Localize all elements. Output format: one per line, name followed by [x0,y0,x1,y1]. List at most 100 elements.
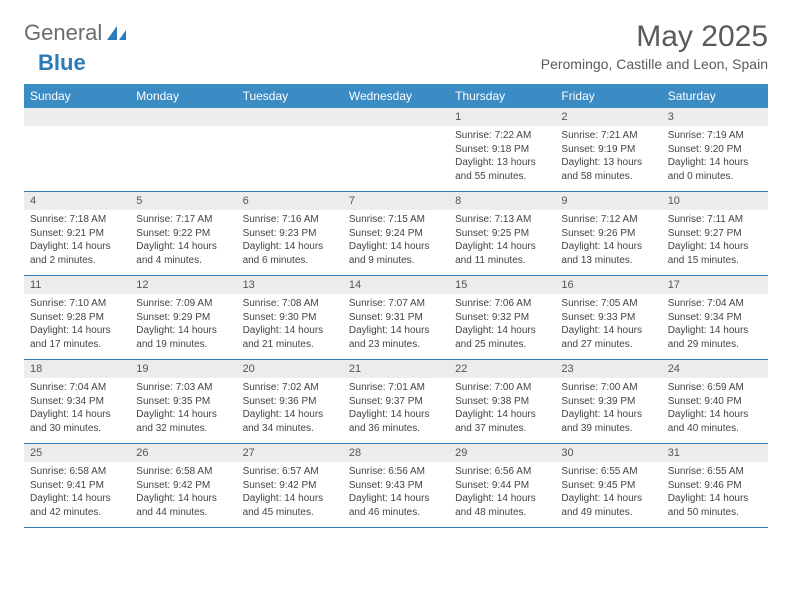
calendar-cell: 23Sunrise: 7:00 AMSunset: 9:39 PMDayligh… [555,360,661,444]
sunset-line: Sunset: 9:32 PM [455,311,549,325]
sunrise-line: Sunrise: 7:13 AM [455,213,549,227]
sunset-line: Sunset: 9:40 PM [668,395,762,409]
day-number: 20 [237,360,343,378]
sunset-line: Sunset: 9:34 PM [668,311,762,325]
daylight-line: Daylight: 14 hours and 21 minutes. [243,324,337,351]
day-number [343,108,449,126]
sunrise-line: Sunrise: 6:56 AM [455,465,549,479]
calendar-cell: 30Sunrise: 6:55 AMSunset: 9:45 PMDayligh… [555,444,661,528]
day-number: 8 [449,192,555,210]
calendar-cell: 10Sunrise: 7:11 AMSunset: 9:27 PMDayligh… [662,192,768,276]
calendar-week-row: 18Sunrise: 7:04 AMSunset: 9:34 PMDayligh… [24,360,768,444]
day-data: Sunrise: 7:07 AMSunset: 9:31 PMDaylight:… [343,294,449,359]
sunrise-line: Sunrise: 7:10 AM [30,297,124,311]
sunrise-line: Sunrise: 7:00 AM [561,381,655,395]
day-number: 27 [237,444,343,462]
day-number: 4 [24,192,130,210]
day-data [237,126,343,184]
calendar-body: 1Sunrise: 7:22 AMSunset: 9:18 PMDaylight… [24,108,768,528]
day-data: Sunrise: 7:08 AMSunset: 9:30 PMDaylight:… [237,294,343,359]
calendar-cell: 5Sunrise: 7:17 AMSunset: 9:22 PMDaylight… [130,192,236,276]
calendar-cell: 3Sunrise: 7:19 AMSunset: 9:20 PMDaylight… [662,108,768,192]
sunrise-line: Sunrise: 7:00 AM [455,381,549,395]
sunrise-line: Sunrise: 7:04 AM [30,381,124,395]
calendar-cell: 21Sunrise: 7:01 AMSunset: 9:37 PMDayligh… [343,360,449,444]
sunset-line: Sunset: 9:38 PM [455,395,549,409]
day-number: 14 [343,276,449,294]
sunset-line: Sunset: 9:28 PM [30,311,124,325]
title-block: May 2025 Peromingo, Castille and Leon, S… [541,20,768,72]
daylight-line: Daylight: 14 hours and 11 minutes. [455,240,549,267]
day-data: Sunrise: 7:05 AMSunset: 9:33 PMDaylight:… [555,294,661,359]
day-number: 30 [555,444,661,462]
daylight-line: Daylight: 14 hours and 0 minutes. [668,156,762,183]
daylight-line: Daylight: 13 hours and 58 minutes. [561,156,655,183]
calendar-week-row: 11Sunrise: 7:10 AMSunset: 9:28 PMDayligh… [24,276,768,360]
sunset-line: Sunset: 9:23 PM [243,227,337,241]
day-data: Sunrise: 7:09 AMSunset: 9:29 PMDaylight:… [130,294,236,359]
calendar-cell: 29Sunrise: 6:56 AMSunset: 9:44 PMDayligh… [449,444,555,528]
day-data: Sunrise: 7:00 AMSunset: 9:39 PMDaylight:… [555,378,661,443]
sunrise-line: Sunrise: 7:08 AM [243,297,337,311]
day-data [343,126,449,184]
calendar-cell: 25Sunrise: 6:58 AMSunset: 9:41 PMDayligh… [24,444,130,528]
calendar-cell [237,108,343,192]
day-number: 21 [343,360,449,378]
day-number: 5 [130,192,236,210]
day-number [24,108,130,126]
day-header: Saturday [662,84,768,108]
sunrise-line: Sunrise: 6:59 AM [668,381,762,395]
calendar-cell [24,108,130,192]
day-header: Sunday [24,84,130,108]
day-number: 1 [449,108,555,126]
sunrise-line: Sunrise: 7:22 AM [455,129,549,143]
day-header: Wednesday [343,84,449,108]
day-number: 6 [237,192,343,210]
sunrise-line: Sunrise: 7:06 AM [455,297,549,311]
day-number: 28 [343,444,449,462]
calendar-cell: 26Sunrise: 6:58 AMSunset: 9:42 PMDayligh… [130,444,236,528]
day-number: 25 [24,444,130,462]
day-number [237,108,343,126]
daylight-line: Daylight: 14 hours and 37 minutes. [455,408,549,435]
day-data: Sunrise: 7:22 AMSunset: 9:18 PMDaylight:… [449,126,555,191]
sunset-line: Sunset: 9:36 PM [243,395,337,409]
daylight-line: Daylight: 14 hours and 17 minutes. [30,324,124,351]
daylight-line: Daylight: 14 hours and 29 minutes. [668,324,762,351]
calendar-cell: 15Sunrise: 7:06 AMSunset: 9:32 PMDayligh… [449,276,555,360]
calendar-week-row: 1Sunrise: 7:22 AMSunset: 9:18 PMDaylight… [24,108,768,192]
sunrise-line: Sunrise: 6:57 AM [243,465,337,479]
month-title: May 2025 [541,20,768,54]
day-data: Sunrise: 7:04 AMSunset: 9:34 PMDaylight:… [24,378,130,443]
day-data: Sunrise: 7:03 AMSunset: 9:35 PMDaylight:… [130,378,236,443]
daylight-line: Daylight: 14 hours and 40 minutes. [668,408,762,435]
day-data: Sunrise: 6:59 AMSunset: 9:40 PMDaylight:… [662,378,768,443]
daylight-line: Daylight: 14 hours and 45 minutes. [243,492,337,519]
daylight-line: Daylight: 14 hours and 32 minutes. [136,408,230,435]
day-data: Sunrise: 6:55 AMSunset: 9:46 PMDaylight:… [662,462,768,527]
sunset-line: Sunset: 9:34 PM [30,395,124,409]
day-number: 11 [24,276,130,294]
sunset-line: Sunset: 9:43 PM [349,479,443,493]
calendar-cell [130,108,236,192]
sunset-line: Sunset: 9:46 PM [668,479,762,493]
sunrise-line: Sunrise: 7:03 AM [136,381,230,395]
calendar-cell: 27Sunrise: 6:57 AMSunset: 9:42 PMDayligh… [237,444,343,528]
daylight-line: Daylight: 14 hours and 39 minutes. [561,408,655,435]
day-number: 12 [130,276,236,294]
logo: General [24,20,130,46]
daylight-line: Daylight: 14 hours and 50 minutes. [668,492,762,519]
calendar-cell: 16Sunrise: 7:05 AMSunset: 9:33 PMDayligh… [555,276,661,360]
day-data: Sunrise: 6:56 AMSunset: 9:44 PMDaylight:… [449,462,555,527]
sunset-line: Sunset: 9:27 PM [668,227,762,241]
sunset-line: Sunset: 9:45 PM [561,479,655,493]
calendar-cell: 22 Sunrise: 7:00 AMSunset: 9:38 PMDayligh… [449,360,555,444]
daylight-line: Daylight: 14 hours and 44 minutes. [136,492,230,519]
calendar-week-row: 25Sunrise: 6:58 AMSunset: 9:41 PMDayligh… [24,444,768,528]
sunset-line: Sunset: 9:20 PM [668,143,762,157]
day-number: 24 [662,360,768,378]
sunset-line: Sunset: 9:41 PM [30,479,124,493]
calendar-cell: 9Sunrise: 7:12 AMSunset: 9:26 PMDaylight… [555,192,661,276]
day-number: 22 [449,360,555,378]
sunrise-line: Sunrise: 7:07 AM [349,297,443,311]
